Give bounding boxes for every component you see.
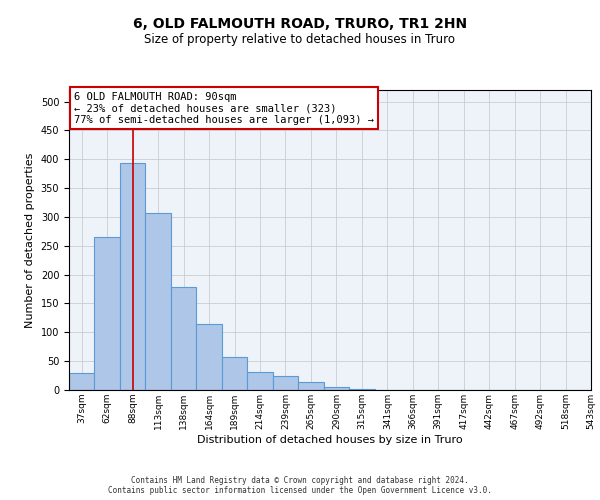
Bar [120, 164, 145, 390]
Text: Contains HM Land Registry data © Crown copyright and database right 2024.
Contai: Contains HM Land Registry data © Crown c… [108, 476, 492, 495]
Bar [94, 237, 120, 390]
Bar [196, 324, 222, 390]
X-axis label: Distribution of detached houses by size in Truro: Distribution of detached houses by size … [197, 434, 463, 444]
Y-axis label: Number of detached properties: Number of detached properties [25, 152, 35, 328]
Bar [69, 372, 94, 390]
Text: 6 OLD FALMOUTH ROAD: 90sqm
← 23% of detached houses are smaller (323)
77% of sem: 6 OLD FALMOUTH ROAD: 90sqm ← 23% of deta… [74, 92, 374, 124]
Bar [273, 376, 298, 390]
Bar [145, 213, 171, 390]
Bar [222, 356, 247, 390]
Bar [323, 386, 349, 390]
Bar [171, 288, 196, 390]
Bar [247, 372, 273, 390]
Text: 6, OLD FALMOUTH ROAD, TRURO, TR1 2HN: 6, OLD FALMOUTH ROAD, TRURO, TR1 2HN [133, 18, 467, 32]
Text: Size of property relative to detached houses in Truro: Size of property relative to detached ho… [145, 32, 455, 46]
Bar [298, 382, 323, 390]
